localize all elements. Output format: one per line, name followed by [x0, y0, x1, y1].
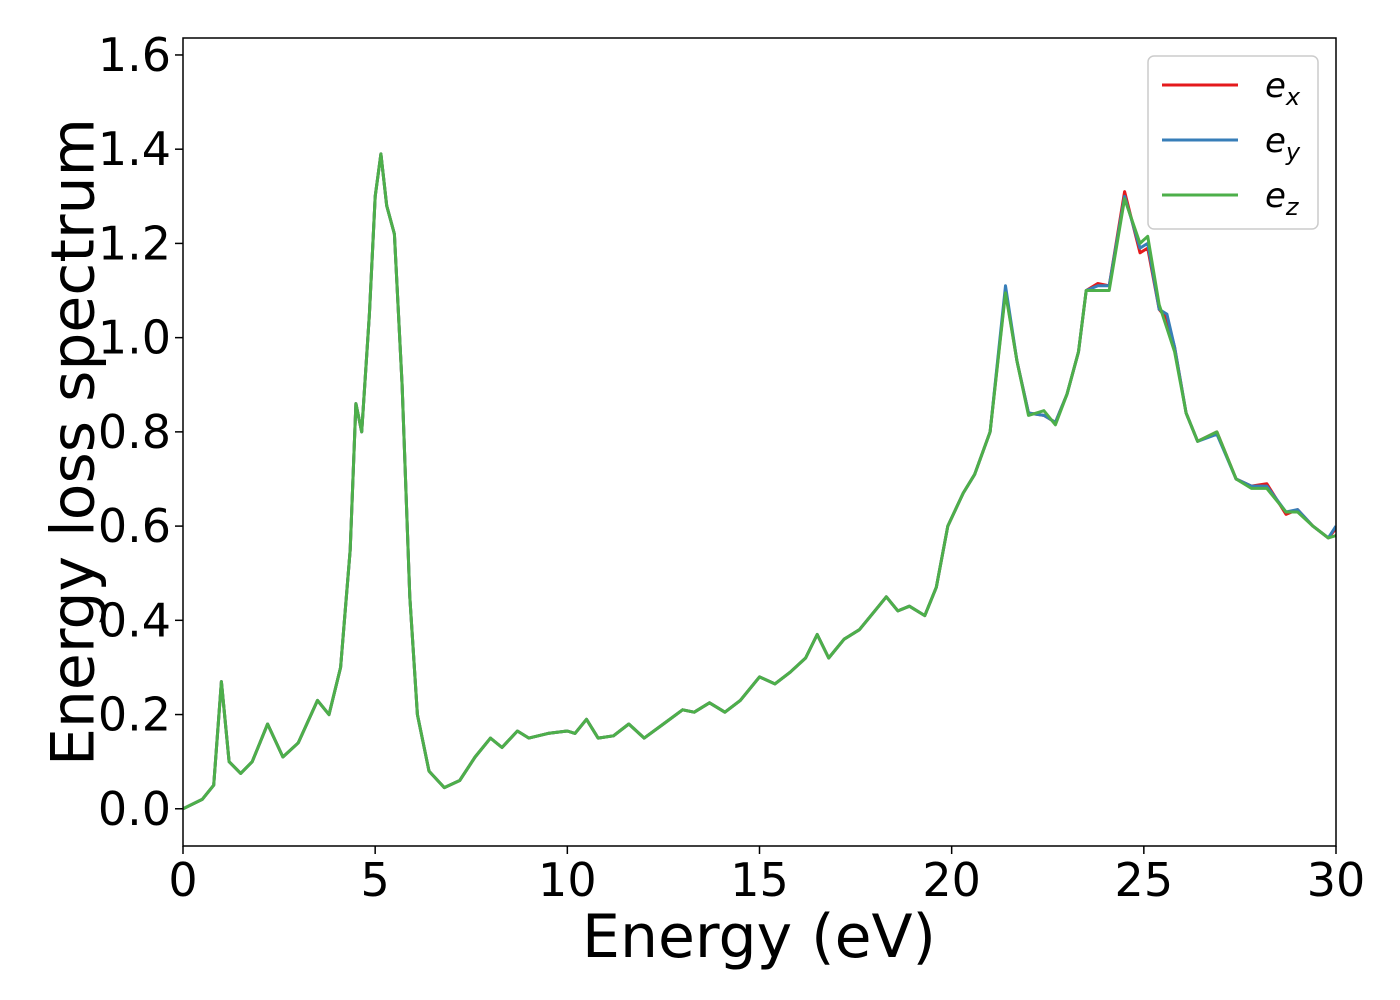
x-axis-label: Energy (eV) — [582, 902, 936, 972]
series-line — [183, 152, 1336, 811]
y-tick-label: 1.6 — [98, 28, 171, 82]
y-tick-label: 0.8 — [98, 405, 171, 459]
legend-label-main: e — [1265, 176, 1286, 216]
series-line — [183, 152, 1336, 811]
legend-label: ey — [1265, 121, 1301, 166]
y-tick-label: 0.6 — [98, 499, 171, 553]
legend-box — [1147, 55, 1319, 230]
legend-label: ez — [1265, 176, 1300, 221]
legend-label: ex — [1265, 66, 1301, 111]
x-tick-label: 15 — [730, 853, 789, 907]
x-tick-label: 0 — [168, 853, 197, 907]
y-tick-label: 0.2 — [98, 688, 171, 742]
x-tick-label: 30 — [1307, 853, 1366, 907]
y-tick-label: 1.4 — [98, 122, 171, 176]
y-tick-label: 0.0 — [98, 782, 171, 836]
y-tick-label: 1.0 — [98, 311, 171, 365]
x-tick-label: 20 — [922, 853, 981, 907]
y-tick-label: 1.2 — [98, 216, 171, 270]
legend-label-sub: x — [1285, 83, 1301, 111]
series-line — [183, 152, 1336, 811]
legend-label-sub: y — [1285, 138, 1301, 166]
x-tick-label: 25 — [1115, 853, 1174, 907]
x-tick-label: 5 — [361, 853, 390, 907]
x-tick-label: 10 — [538, 853, 597, 907]
legend-label-main: e — [1265, 66, 1286, 106]
y-axis-label: Energy loss spectrum — [39, 118, 109, 766]
legend-label-sub: z — [1285, 193, 1300, 221]
legend-label-main: e — [1265, 121, 1286, 161]
plot-frame — [182, 37, 1337, 847]
y-tick-label: 0.4 — [98, 593, 171, 647]
